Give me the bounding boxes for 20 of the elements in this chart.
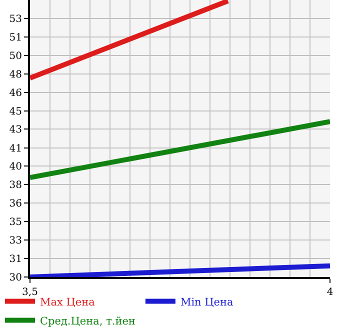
legend-label: Сред.Цена, т.йен [40, 315, 136, 328]
y-tick-label: 31 [9, 254, 22, 266]
y-tick-label: 40 [9, 162, 22, 173]
y-tick-label: 51 [9, 32, 22, 44]
y-tick-label: 50 [9, 50, 22, 62]
y-tick-label: 45 [9, 106, 22, 118]
x-tick-label: 3,5 [22, 287, 38, 298]
y-tick-label: 38 [9, 180, 22, 192]
y-tick-label: 33 [9, 236, 22, 247]
x-tick-label: 4 [326, 287, 334, 298]
y-tick-label: 36 [9, 198, 22, 210]
legend-label: Min Цена [180, 296, 234, 308]
y-tick-label: 53 [9, 14, 22, 25]
y-tick-label: 48 [9, 69, 22, 80]
legend-label: Max Цена [40, 296, 95, 308]
y-tick-label: 35 [9, 217, 22, 228]
y-tick-label: 46 [9, 88, 22, 99]
y-tick-label: 41 [9, 143, 22, 154]
y-tick-label: 30 [9, 272, 22, 284]
y-tick-label: 43 [9, 124, 22, 136]
